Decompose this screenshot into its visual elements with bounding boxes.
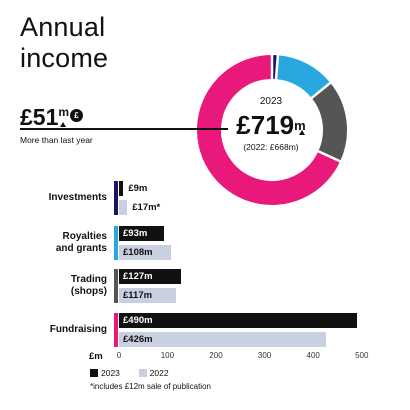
bar-label-2022-investments: £17m*	[132, 202, 161, 213]
bar-2023-royalties-and-grants	[119, 226, 165, 241]
donut-slice-gap	[316, 149, 342, 163]
x-tick-label: 400	[306, 351, 320, 360]
legend-swatch-2022	[138, 369, 147, 377]
coin-icon: £	[70, 109, 83, 122]
bar-label-2022-royalties-and-grants: £108m	[123, 247, 153, 258]
increase-description: More than last year	[20, 135, 93, 145]
donut-total-value: £719	[236, 110, 295, 140]
increase-amount-value: £51	[20, 104, 59, 130]
category-label-line: Trading	[70, 274, 107, 285]
page-title: Annual income	[20, 12, 108, 74]
category-label-line: and grants	[55, 243, 107, 254]
x-tick-label: 100	[160, 351, 175, 360]
bar-2022-trading-shops	[119, 288, 176, 303]
increase-up-arrow-icon	[60, 122, 66, 127]
x-tick-label: 200	[209, 351, 223, 360]
donut-slice-fundraising	[197, 55, 341, 205]
bar-2022-fundraising	[119, 332, 327, 347]
category-label-line: Fundraising	[49, 324, 107, 335]
legend-label-2023: 2023	[101, 368, 120, 378]
bar-2023-trading-shops	[119, 269, 181, 284]
title-line-2: income	[20, 43, 109, 73]
bar-2023-fundraising	[119, 313, 358, 328]
legend: 2023 2022	[90, 368, 169, 378]
bar-label-2023-trading-shops: £127m	[123, 271, 153, 282]
legend-label-2022: 2022	[149, 368, 169, 378]
category-color-trading-shops	[114, 269, 118, 303]
bar-label-2023-fundraising: £490m	[123, 315, 153, 326]
category-label-investments: Investments	[49, 192, 107, 204]
category-color-royalties-and-grants	[114, 226, 118, 260]
bar-2023-investments	[119, 181, 124, 196]
increase-amount: £51m	[20, 104, 69, 131]
connector-line	[20, 128, 228, 130]
category-label-fundraising: Fundraising	[50, 324, 107, 336]
category-color-fundraising	[114, 313, 118, 347]
category-label-line: (shops)	[70, 286, 107, 297]
donut-year: 2023	[259, 96, 283, 107]
category-color-investments	[114, 181, 118, 215]
category-label-royalties-and-grants: Royalties and grants	[56, 231, 107, 255]
donut-previous-year: (2022: £668m)	[243, 142, 299, 152]
bar-label-2023-royalties-and-grants: £93m	[123, 228, 148, 239]
increase-amount-unit: m	[58, 105, 70, 119]
donut-center-label: 2023 £719m (2022: £668m)	[221, 96, 321, 153]
category-label-line: Royalties	[62, 231, 107, 242]
x-tick-label: 0	[116, 351, 122, 360]
bar-2022-investments	[119, 200, 128, 215]
donut-slice-gap	[274, 54, 280, 81]
x-tick-label: 500	[355, 351, 369, 360]
x-tick-label: 300	[257, 351, 272, 360]
donut-total: £719m	[221, 110, 321, 140]
donut-total-unit: m	[294, 118, 306, 133]
title-line-1: Annual	[20, 12, 106, 42]
currency-unit-label: £m	[89, 351, 103, 362]
donut-slice-royalties-and-grants	[275, 55, 331, 99]
category-label-line: Investments	[48, 192, 107, 203]
donut-slice-gap	[310, 81, 332, 100]
legend-swatch-2023	[90, 369, 98, 377]
bar-2022-royalties-and-grants	[119, 245, 172, 260]
bar-label-2022-fundraising: £426m	[123, 334, 153, 345]
footnote: *includes £12m sale of publication	[90, 382, 211, 391]
total-up-arrow-icon	[299, 130, 305, 135]
donut-slice-trading-shops	[311, 82, 347, 162]
bar-label-2022-trading-shops: £117m	[123, 290, 153, 301]
bar-label-2023-investments: £9m	[128, 183, 148, 194]
category-label-trading-shops: Trading (shops)	[71, 274, 107, 298]
